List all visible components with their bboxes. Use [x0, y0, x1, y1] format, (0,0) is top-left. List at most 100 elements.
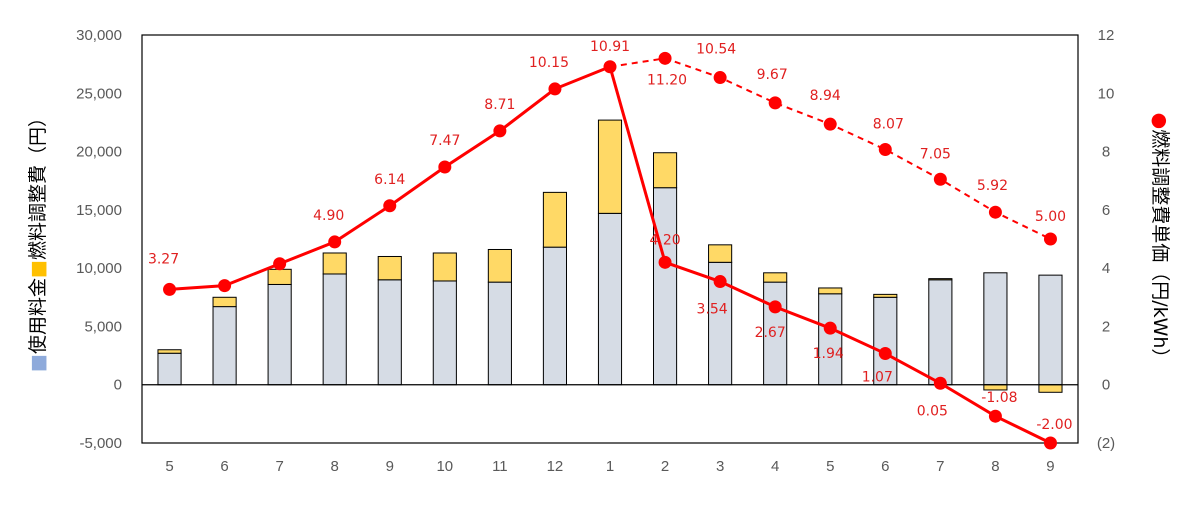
x-tick-label-10: 3 [716, 458, 724, 475]
point-actual-0 [163, 282, 177, 296]
bar-fuel-15 [983, 384, 1008, 391]
bar-usage-12 [818, 293, 843, 386]
bar-usage-6 [487, 281, 512, 386]
bar-fuel-11 [763, 272, 788, 283]
data-label-layer: 3.27 4.90 6.14 7.47 8.71 10.15 10.91 4.20 3.54 2.… [148, 39, 1073, 433]
label-actual-15: -1.08 [981, 390, 1017, 406]
bar-usage-2 [267, 283, 292, 386]
label-actual-4: 6.14 [374, 172, 405, 188]
x-tick-label-1: 6 [220, 458, 228, 475]
point-actual-9 [658, 255, 672, 269]
point-actual-6 [493, 124, 507, 138]
point-forecast-14 [933, 172, 947, 186]
label-forecast-11: 9.67 [757, 67, 788, 83]
right-tick-label-7: 12 [1098, 27, 1115, 44]
bar-usage-7 [542, 246, 568, 386]
bar-fuel-16 [1038, 384, 1063, 393]
point-actual-2 [273, 257, 287, 271]
point-layer [163, 51, 1057, 450]
label-actual-3: 4.90 [313, 208, 344, 224]
point-forecast-9 [658, 51, 672, 65]
x-tick-label-6: 11 [492, 458, 508, 475]
bar-fuel-8 [597, 119, 623, 214]
point-forecast-10 [713, 71, 727, 85]
x-tick-label-12: 5 [826, 458, 834, 475]
x-tick-label-2: 7 [275, 458, 283, 475]
x-tick-label-14: 7 [936, 458, 944, 475]
bar-usage-15 [983, 272, 1008, 386]
bar-fuel-9 [652, 152, 678, 189]
point-forecast-13 [878, 143, 892, 157]
label-actual-11: 2.67 [755, 325, 786, 341]
ylabel-left-part-0: ■ [27, 354, 49, 372]
right-tick-label-0: (2) [1097, 435, 1115, 452]
bar-fuel-2 [267, 268, 292, 285]
right-tick-label-1: 0 [1102, 377, 1110, 394]
point-actual-8 [603, 60, 617, 74]
label-forecast-9: 11.20 [647, 72, 687, 88]
x-tick-label-9: 2 [661, 458, 669, 475]
left-tick-label-1: 0 [114, 377, 122, 394]
label-actual-13: 1.07 [862, 370, 893, 386]
label-forecast-12: 8.94 [810, 88, 841, 104]
ylabel-left-part-3: 燃料調整費（円） [27, 108, 49, 260]
point-actual-15 [988, 409, 1002, 423]
bar-fuel-0 [157, 349, 182, 354]
y-axis-label-left: ■使用料金■燃料調整費（円） [27, 108, 49, 372]
y-axis-label-right: ●燃料調整費単価（円/kWh） [1150, 113, 1172, 368]
bar-fuel-4 [377, 255, 402, 281]
label-forecast-10: 10.54 [696, 42, 736, 58]
bar-usage-4 [377, 279, 402, 386]
x-tick-label-13: 6 [881, 458, 889, 475]
bar-fuel-1 [212, 296, 237, 308]
label-forecast-15: 5.92 [977, 178, 1008, 194]
ylabel-left-part-1: 使用料金 [27, 278, 49, 354]
point-actual-16 [1043, 436, 1057, 450]
label-actual-7: 10.15 [529, 55, 569, 71]
point-actual-10 [713, 275, 727, 289]
bar-usage-1 [212, 306, 237, 386]
left-tick-label-3: 10,000 [76, 260, 122, 277]
bar-usage-5 [432, 280, 457, 386]
label-actual-16: -2.00 [1036, 417, 1072, 433]
bar-fuel-6 [487, 248, 512, 283]
bar-fuel-13 [873, 293, 898, 298]
x-tick-label-8: 1 [606, 458, 614, 475]
label-actual-14: 0.05 [917, 403, 948, 419]
point-actual-1 [218, 279, 232, 293]
point-actual-3 [328, 235, 342, 249]
right-tick-label-6: 10 [1098, 85, 1115, 102]
right-tick-label-4: 6 [1102, 202, 1110, 219]
left-tick-label-2: 5,000 [84, 318, 122, 335]
point-actual-11 [768, 300, 782, 314]
label-actual-8: 10.91 [590, 39, 630, 55]
label-actual-0: 3.27 [148, 251, 179, 267]
ylabel-left-part-2: ■ [27, 260, 49, 278]
bar-fuel-7 [542, 191, 568, 248]
bar-fuel-5 [432, 252, 457, 282]
x-tick-label-16: 9 [1046, 458, 1054, 475]
point-forecast-12 [823, 117, 837, 131]
axis-layer: -5,000 0 5,000 10,000 15,000 20,000 25,000 30,0… [76, 27, 1115, 475]
point-actual-13 [878, 347, 892, 361]
x-tick-label-11: 4 [771, 458, 779, 475]
point-actual-4 [383, 199, 397, 213]
label-actual-5: 7.47 [429, 133, 460, 149]
x-tick-label-15: 8 [991, 458, 999, 475]
label-forecast-13: 8.07 [873, 117, 904, 133]
bar-usage-3 [322, 273, 347, 386]
point-actual-5 [438, 160, 452, 174]
label-forecast-14: 7.05 [920, 146, 951, 162]
left-tick-label-5: 20,000 [76, 144, 122, 161]
ylabel-right-part-1: 燃料調整費単価（円/kWh） [1150, 129, 1172, 367]
x-tick-label-0: 5 [165, 458, 173, 475]
x-tick-label-7: 12 [547, 458, 564, 475]
label-actual-6: 8.71 [484, 97, 515, 113]
bar-fuel-10 [708, 244, 733, 263]
bar-fuel-14 [928, 278, 953, 281]
x-tick-label-3: 8 [331, 458, 339, 475]
left-tick-label-0: -5,000 [79, 435, 122, 452]
x-tick-label-4: 9 [386, 458, 394, 475]
point-forecast-11 [768, 96, 782, 110]
label-actual-9: 4.20 [649, 232, 680, 248]
